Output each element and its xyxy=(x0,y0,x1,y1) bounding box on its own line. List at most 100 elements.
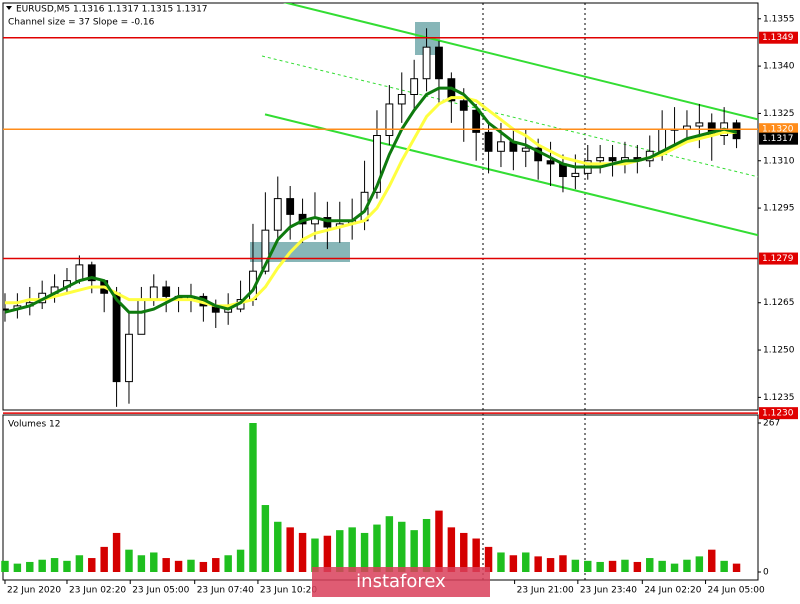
y-tick-label: 1.1340 xyxy=(763,62,795,72)
x-tick-label: 23 Jun 07:40 xyxy=(197,586,254,596)
candle-body xyxy=(373,135,381,193)
volume-bar xyxy=(385,516,394,572)
x-tick-label: 23 Jun 21:00 xyxy=(517,586,574,596)
y-tick-label: 1.1325 xyxy=(763,109,795,119)
volume-bar xyxy=(447,527,456,572)
volume-bar xyxy=(88,558,96,572)
candle-body xyxy=(162,286,171,297)
header-arrow xyxy=(6,6,12,10)
level-label: 1.1349 xyxy=(762,33,794,43)
volume-bar xyxy=(484,546,493,572)
watermark-box xyxy=(312,567,490,597)
volume-bar xyxy=(732,563,741,572)
candle-body xyxy=(472,109,481,133)
candle-body xyxy=(3,308,9,311)
volume-bar xyxy=(373,524,381,572)
volume-bar xyxy=(199,561,208,572)
candle-body xyxy=(484,131,493,152)
candle-body xyxy=(149,286,158,301)
candle-body xyxy=(87,264,96,282)
volume-bar xyxy=(323,535,332,572)
candle-body xyxy=(521,147,530,152)
x-tick-label: 23 Jun 05:00 xyxy=(132,586,189,596)
level-label: 1.1279 xyxy=(762,254,794,264)
y-tick-label: 1.1295 xyxy=(763,204,795,214)
volume-bar xyxy=(621,559,629,572)
x-tick-label: 23 Jun 23:40 xyxy=(580,586,637,596)
volume-bar xyxy=(422,518,431,572)
y-tick-label: 1.1265 xyxy=(763,298,795,308)
volume-bar xyxy=(670,563,679,572)
y-tick-label: 1.1235 xyxy=(763,393,795,403)
volume-bar xyxy=(162,558,170,572)
level-tag xyxy=(759,252,798,265)
volume-bar xyxy=(571,559,580,572)
y-tick-label: 1.1310 xyxy=(763,156,795,166)
chart-title: EURUSD,M5 1.1316 1.1317 1.1315 1.1317 xyxy=(16,5,208,15)
volume-bar xyxy=(633,561,642,572)
chart-subtitle: Channel size = 37 Slope = -0.16 xyxy=(8,18,155,28)
volume-bar xyxy=(150,552,158,572)
level-label: 1.1317 xyxy=(762,134,794,144)
candle-body xyxy=(112,292,121,383)
x-tick-label: 23 Jun 02:20 xyxy=(69,586,126,596)
volume-bar xyxy=(13,563,22,572)
volume-bar xyxy=(497,552,505,572)
level-tag xyxy=(759,407,798,420)
candle-body xyxy=(546,160,555,165)
channel-line xyxy=(261,55,758,178)
volume-bar xyxy=(559,555,567,572)
level-tag xyxy=(759,31,798,44)
volume-bar xyxy=(38,559,46,572)
candle-body xyxy=(75,264,84,282)
volume-bar xyxy=(608,560,617,572)
volume-bar xyxy=(546,558,555,572)
volume-bar xyxy=(360,532,369,572)
volume-bar xyxy=(435,510,443,572)
volume-bar xyxy=(596,561,604,572)
x-tick-label: 23 Jun 10:20 xyxy=(260,586,317,596)
plot-layer: 1.1355 1.1340 1.1325 1.1310 1.1295 1.1265 1.12… xyxy=(1,3,798,596)
candle-body xyxy=(261,229,270,272)
volume-bar xyxy=(410,530,418,572)
plot-area xyxy=(3,3,758,407)
candle-body xyxy=(137,299,146,335)
candle-body xyxy=(323,217,332,228)
volume-bar xyxy=(472,538,480,572)
candle-body xyxy=(410,78,419,95)
volume-bar xyxy=(534,556,542,572)
volume-bar xyxy=(50,558,59,572)
volume-bar xyxy=(26,561,34,572)
watermark: instaforex xyxy=(356,571,446,592)
x-tick-label: 24 Jun 05:00 xyxy=(708,586,765,596)
candle-body xyxy=(385,103,394,137)
candle-body xyxy=(497,141,505,152)
x-tick-label: 24 Jun 02:20 xyxy=(644,586,701,596)
volume-bar xyxy=(137,555,146,572)
x-tick-label: 22 Jun 2020 xyxy=(7,586,61,596)
volume-bar xyxy=(1,560,9,572)
volume-title: Volumes 12 xyxy=(8,420,60,430)
level-tag xyxy=(759,123,798,136)
volume-bar xyxy=(398,521,406,572)
y-tick-label: 1.1250 xyxy=(763,346,795,356)
volume-bar xyxy=(708,549,716,572)
volume-bar xyxy=(683,559,691,572)
candle-body xyxy=(286,198,295,215)
volume-bar xyxy=(460,532,468,572)
volume-bar xyxy=(212,558,220,572)
volume-bar xyxy=(236,549,245,572)
volume-bar xyxy=(261,505,270,572)
volume-bar xyxy=(348,527,356,572)
channel-line xyxy=(282,3,758,121)
volume-bar xyxy=(112,532,121,572)
y-tick-label: 0 xyxy=(763,568,769,578)
y-tick-label: 1.1355 xyxy=(763,14,795,24)
candle-body xyxy=(422,46,431,80)
volume-bar xyxy=(658,560,666,572)
volume-bar xyxy=(298,532,307,572)
candle-body xyxy=(608,157,617,162)
candle-body xyxy=(596,157,605,162)
volume-bar xyxy=(174,560,183,572)
volume-bar xyxy=(63,560,71,572)
